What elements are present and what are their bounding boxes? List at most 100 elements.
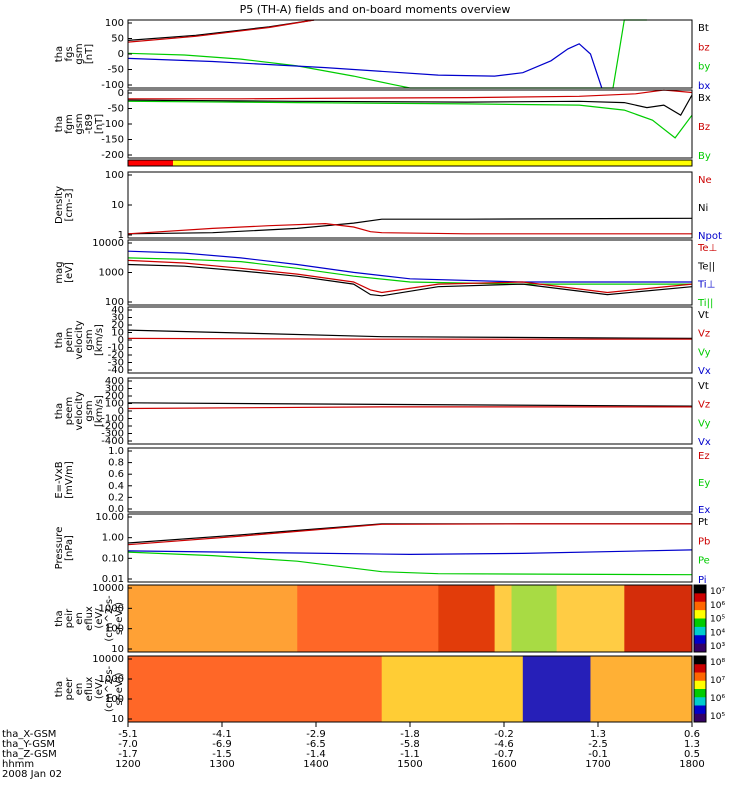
colorbar-swatch: [694, 705, 706, 715]
y-axis-label: Density: [54, 186, 65, 224]
y-tick-label: 100: [105, 399, 124, 410]
x-tick-label: 1300: [209, 759, 234, 770]
y-tick-label: 1: [118, 230, 124, 241]
y-axis-label: Pressure: [54, 527, 65, 570]
y-axis-label: [km/s]: [94, 395, 105, 427]
y-axis-label: [nT]: [94, 114, 105, 134]
y-axis-label: peir: [64, 608, 75, 628]
x-tick-label: 1800: [679, 759, 704, 770]
colorbar-swatch: [694, 626, 706, 636]
x-tick-label: -5.8: [400, 739, 420, 750]
y-tick-label: -40: [108, 365, 124, 376]
series-line-temp: [127, 257, 692, 285]
y-axis-label: -t89: [84, 114, 95, 134]
colorbar-tick-label: 10³: [710, 642, 725, 652]
legend-entry: Pb: [698, 536, 710, 547]
panel-efield: 1.00.80.60.40.20.0 E=-VxB [mV/m] Ez Ey Ex: [54, 446, 710, 516]
y-axis-label: peem: [64, 397, 75, 425]
y-axis-label: sr-eV)): [114, 602, 125, 635]
legend-entry: by: [698, 62, 710, 73]
colorbar-tick-label: 10⁵: [710, 615, 725, 625]
y-tick-label: 0.10: [102, 553, 124, 564]
x-tick-label: -0.1: [588, 749, 608, 760]
y-axis-label: (cm^2-s-: [104, 595, 115, 642]
y-tick-label: 400: [105, 376, 124, 387]
legend-entry: Vt: [698, 381, 709, 392]
y-tick-label: 40: [111, 305, 124, 316]
series-line-fgs: [127, 19, 315, 43]
x-tick-label: -6.9: [212, 739, 232, 750]
legend-entry: Vx: [698, 366, 711, 377]
y-tick-label: 1000: [99, 674, 124, 685]
y-axis-label: gsm: [84, 400, 95, 421]
y-tick-label: 10: [111, 714, 124, 725]
y-tick-label: -50: [108, 104, 124, 115]
series-line-density: [127, 222, 692, 235]
y-axis-label: (eV/: [94, 678, 105, 699]
x-tick-label: -1.8: [400, 729, 420, 740]
series-line-peim_v: [127, 329, 693, 339]
y-tick-label: 100: [105, 18, 124, 29]
y-axis-label: gsm: [74, 43, 85, 64]
series-line-pressure: [127, 523, 692, 546]
legend-entry: Vz: [698, 329, 710, 340]
legend-entry: Ni: [698, 203, 708, 214]
panel-peer: 10⁸ 10⁷ 10⁶ 10⁵ 10000 1000 100 10 tha peer en eflux…: [54, 654, 725, 725]
panel-peir: 10⁷ 10⁶ 10⁵ 10⁴ 10³ 10000 1000 100 10 tha peir en ef…: [54, 583, 725, 655]
y-tick-label: 10: [111, 644, 124, 655]
panel-frame: [127, 377, 693, 445]
y-tick-label: 1.0: [108, 446, 124, 457]
y-tick-label: 10000: [92, 583, 124, 594]
figure-title: P5 (TH-A) fields and on-board moments ov…: [240, 3, 511, 16]
legend-entry: Bx: [698, 93, 711, 104]
y-axis-label: [mV/m]: [64, 461, 75, 499]
x-tick-label: 1700: [585, 759, 610, 770]
panel-density: 100 10 1 Density [cm-3] Ne Ni Npot: [54, 170, 722, 242]
x-tick-label: 1600: [491, 759, 516, 770]
colorbar-tick-label: 10⁶: [710, 694, 725, 704]
date-label: 2008 Jan 02: [2, 769, 62, 780]
x-tick-label: -1.4: [306, 749, 326, 760]
spectrogram-band: [438, 585, 495, 652]
y-tick-label: -400: [101, 436, 124, 447]
y-tick-label: 1.00: [102, 533, 124, 544]
panel-frame: [127, 19, 693, 89]
colorbar-swatch: [694, 601, 706, 611]
y-tick-label: 0.0: [108, 504, 124, 515]
colorbar-tick-label: 10⁶: [710, 601, 725, 611]
y-tick-label: 0: [118, 406, 124, 417]
legend-entry: Vz: [698, 400, 710, 411]
colorbar-tick-label: 10⁷: [710, 676, 725, 686]
x-tick-label: 0.5: [684, 749, 700, 760]
y-tick-label: -100: [101, 119, 124, 130]
y-axis-label: [eV]: [64, 262, 75, 283]
y-axis-label: tha: [54, 116, 65, 132]
legend-entry: By: [698, 151, 711, 162]
panel-fgm: 0 -50 -100 -150 -200 tha fgm gsm -t89 [nT] Bx Bz By: [54, 88, 711, 162]
colorbar-swatch: [694, 689, 706, 698]
x-tick-label: -4.6: [494, 739, 514, 750]
colorbar-frame: [693, 655, 707, 723]
series-line-pressure: [127, 549, 693, 556]
y-tick-label: 50: [111, 34, 124, 45]
state-segment: [128, 160, 174, 166]
legend-entry: Ex: [698, 505, 710, 516]
series-line-fgm: [127, 94, 693, 117]
y-tick-label: -100: [101, 414, 124, 425]
panel-frame: [127, 447, 693, 513]
y-tick-label: 100: [105, 694, 124, 705]
y-axis-label: E=-VxB: [54, 461, 65, 498]
y-axis-label: sr-eV)): [114, 672, 125, 705]
spectrogram-band: [128, 656, 382, 722]
colorbar-swatch: [694, 672, 706, 682]
x-tick-label: -4.1: [212, 729, 232, 740]
panel-temp: 10000 1000 100 mag [eV] Te⊥ Te|| Ti⊥ Ti||: [54, 238, 717, 309]
series-line-temp: [127, 259, 693, 294]
colorbar-tick-label: 10⁷: [710, 587, 725, 597]
y-tick-label: 10: [111, 200, 124, 211]
y-tick-label: 1000: [99, 268, 124, 279]
y-axis-label: fgm: [64, 114, 75, 134]
x-tick-label: -7.0: [118, 739, 138, 750]
y-tick-label: 30: [111, 313, 124, 324]
